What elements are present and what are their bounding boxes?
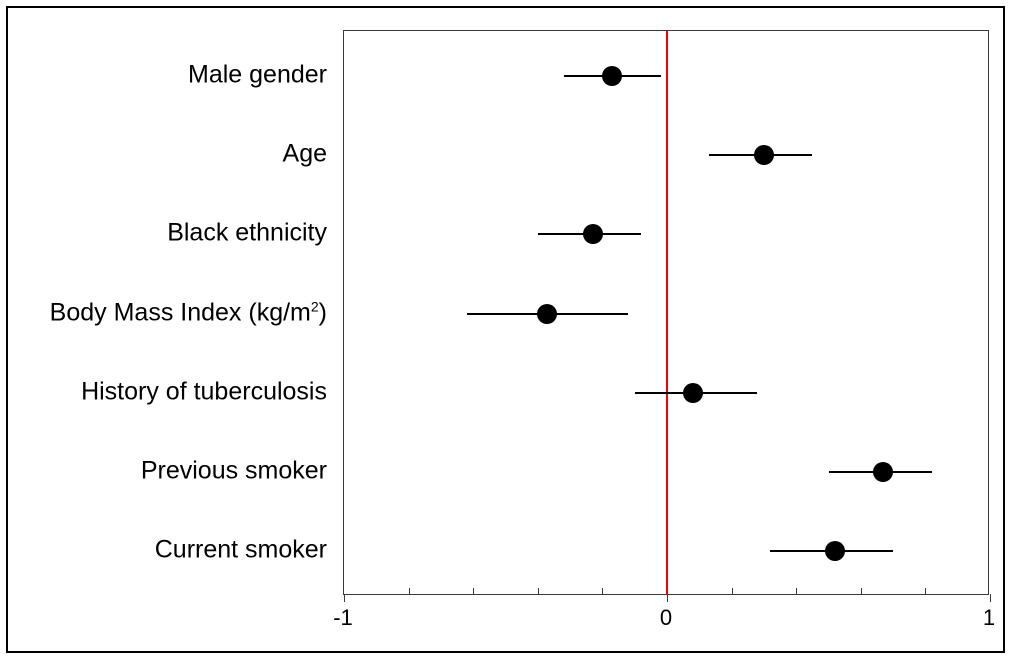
plot-area <box>343 30 989 595</box>
forest-point <box>825 541 845 561</box>
forest-row-label: Male gender <box>8 61 327 90</box>
x-axis-tick-label: -1 <box>333 605 353 631</box>
x-axis-tick <box>344 594 345 602</box>
x-axis-minor-tick <box>732 588 733 594</box>
x-axis-tick <box>667 594 668 602</box>
forest-row-label: Previous smoker <box>8 456 327 485</box>
forest-row-label: Current smoker <box>8 536 327 565</box>
x-axis-minor-tick <box>538 588 539 594</box>
x-axis-minor-tick <box>861 588 862 594</box>
forest-point <box>873 462 893 482</box>
forest-point <box>602 66 622 86</box>
forest-row-label: Age <box>8 140 327 169</box>
forest-point <box>537 304 557 324</box>
forest-row-label: Body Mass Index (kg/m2) <box>8 298 327 327</box>
forest-point <box>754 145 774 165</box>
x-axis-minor-tick <box>409 588 410 594</box>
x-axis-tick-label: 1 <box>983 605 995 631</box>
x-axis-tick <box>990 594 991 602</box>
reference-line <box>666 31 668 594</box>
x-axis-minor-tick <box>796 588 797 594</box>
forest-point <box>683 383 703 403</box>
forest-row-label: Black ethnicity <box>8 219 327 248</box>
chart-outer-frame: -1 0 1 Male gender Age Black ethnicity Body Ma… <box>6 6 1005 653</box>
x-axis-minor-tick <box>473 588 474 594</box>
forest-point <box>583 224 603 244</box>
x-axis-minor-tick <box>602 588 603 594</box>
x-axis-minor-tick <box>925 588 926 594</box>
x-axis-tick-label: 0 <box>660 605 672 631</box>
forest-row-label: History of tuberculosis <box>8 377 327 406</box>
forest-plot: -101Male genderAgeBlack ethnicityBody Ma… <box>8 8 989 655</box>
